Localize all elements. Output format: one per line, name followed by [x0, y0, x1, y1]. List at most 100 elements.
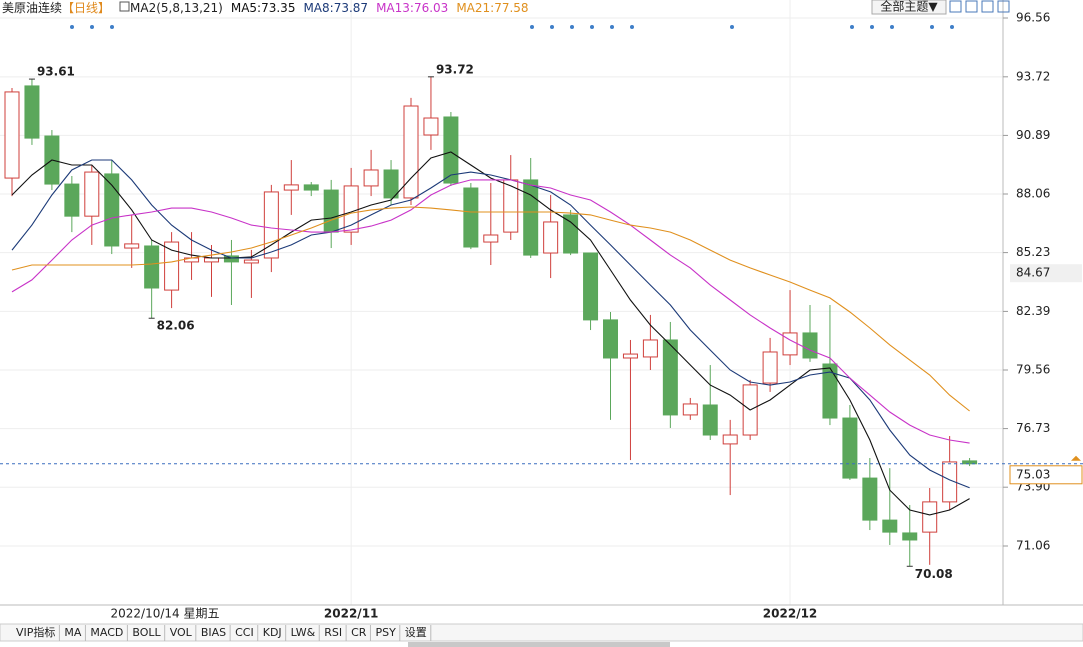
low-label: 82.06	[157, 319, 195, 333]
candle-body	[84, 171, 100, 217]
indicator-icon[interactable]	[119, 1, 130, 12]
candle-body	[722, 434, 738, 445]
toolbar-tab[interactable]: PSY	[375, 626, 396, 639]
toolbar-tab[interactable]: BOLL	[132, 626, 161, 639]
instrument: 美原油连续	[2, 0, 62, 15]
candle-body	[64, 183, 80, 217]
candle-body	[164, 241, 180, 291]
candle-body	[104, 173, 120, 247]
toolbar-tab[interactable]: LW&	[291, 626, 316, 639]
cursor-label: 2022/10/14 星期五	[111, 607, 220, 621]
candle-body	[922, 501, 938, 533]
legend-value: 76.03	[414, 1, 448, 15]
event-dot[interactable]	[590, 25, 594, 29]
event-dot[interactable]	[850, 25, 854, 29]
candle-body	[283, 184, 299, 191]
last-price-arrow	[1071, 455, 1081, 461]
candle-body	[862, 477, 878, 521]
toolbar	[0, 623, 1083, 642]
candle-body	[762, 351, 778, 384]
candle-body	[622, 353, 638, 359]
high-label: 93.61	[37, 65, 75, 79]
candle-body	[4, 91, 20, 179]
candle-body	[682, 403, 698, 416]
toolbar-tab[interactable]: 设置	[405, 626, 427, 639]
candle-body	[463, 187, 479, 248]
icon[interactable]	[997, 0, 1010, 13]
event-dot[interactable]	[630, 25, 634, 29]
candle-body	[124, 243, 140, 249]
toolbar-tab[interactable]: RSI	[324, 626, 342, 639]
event-dot[interactable]	[890, 25, 894, 29]
candle-body	[962, 460, 978, 465]
legend-name: MA5	[231, 1, 257, 15]
y-tick-label: 76.73	[1016, 421, 1050, 435]
icon[interactable]	[981, 0, 994, 13]
high-label: 93.72	[436, 62, 474, 76]
y-tick-label: 71.06	[1016, 538, 1050, 552]
event-dot[interactable]	[730, 25, 734, 29]
toolbar-icons[interactable]	[949, 0, 1010, 13]
legend-separator: :	[490, 1, 494, 15]
header-legend: 美原油连续【日线】 MA2(5,8,13,21) MA5:73.35 MA8:73.8…	[2, 0, 529, 15]
marked-price-box	[1010, 264, 1082, 283]
toolbar-tab[interactable]: BIAS	[201, 626, 226, 639]
last-price-label: 75.03	[1016, 467, 1050, 481]
legend-value: 73.35	[261, 1, 295, 15]
candle-body	[662, 339, 678, 416]
x-tick-label: 2022/11	[324, 607, 378, 621]
toolbar-tab[interactable]: VIP指标	[16, 625, 55, 639]
legend-name: MA8	[303, 1, 329, 15]
legend-separator: :	[330, 1, 334, 15]
ma-line	[11, 159, 970, 489]
x-tick-label: 2022/12	[763, 607, 817, 621]
candle-body	[842, 417, 858, 479]
low-label: 70.08	[915, 567, 953, 581]
y-tick-label: 93.72	[1016, 69, 1050, 83]
y-tick-label: 96.56	[1016, 11, 1050, 25]
icon[interactable]	[949, 0, 962, 13]
toolbar-tab[interactable]: CR	[351, 626, 367, 639]
candle-body	[323, 189, 339, 233]
candle-body	[782, 332, 798, 356]
candle-body	[144, 245, 160, 289]
y-tick-label: 85.23	[1016, 245, 1050, 259]
candle-body	[24, 85, 40, 139]
period: 【日线】	[62, 1, 110, 15]
toolbar-tab[interactable]: VOL	[170, 626, 193, 639]
event-dot[interactable]	[530, 25, 534, 29]
theme-button[interactable]	[871, 0, 947, 15]
candle-body	[363, 169, 379, 187]
ma-line	[11, 179, 970, 444]
event-dot[interactable]	[550, 25, 554, 29]
candle-body	[443, 116, 459, 184]
event-dot[interactable]	[110, 25, 114, 29]
toolbar-tab[interactable]: MA	[64, 626, 81, 639]
icon[interactable]	[965, 0, 978, 13]
event-dot[interactable]	[870, 25, 874, 29]
toolbar-tab[interactable]: KDJ	[263, 626, 282, 639]
ma-line	[11, 151, 970, 516]
y-tick-label: 79.56	[1016, 362, 1050, 376]
candle-body	[642, 339, 658, 358]
event-dot[interactable]	[610, 25, 614, 29]
candle-body	[423, 117, 439, 136]
toolbar-tab[interactable]: CCI	[235, 626, 254, 639]
event-dot[interactable]	[70, 25, 74, 29]
legend-value: 73.87	[334, 1, 368, 15]
candle-body	[563, 214, 579, 254]
legend-separator: :	[410, 1, 414, 15]
event-dot[interactable]	[90, 25, 94, 29]
candle-body	[802, 332, 818, 359]
theme-button-label[interactable]: 全部主题▼	[880, 0, 938, 14]
candle-body	[822, 363, 838, 419]
toolbar-tab[interactable]: MACD	[90, 626, 123, 639]
scrollbar[interactable]	[408, 642, 670, 647]
candle-body	[882, 519, 898, 533]
candle-body	[243, 259, 259, 264]
candle-body	[483, 234, 499, 243]
event-dot[interactable]	[950, 25, 954, 29]
event-dot[interactable]	[570, 25, 574, 29]
event-dot[interactable]	[930, 25, 934, 29]
